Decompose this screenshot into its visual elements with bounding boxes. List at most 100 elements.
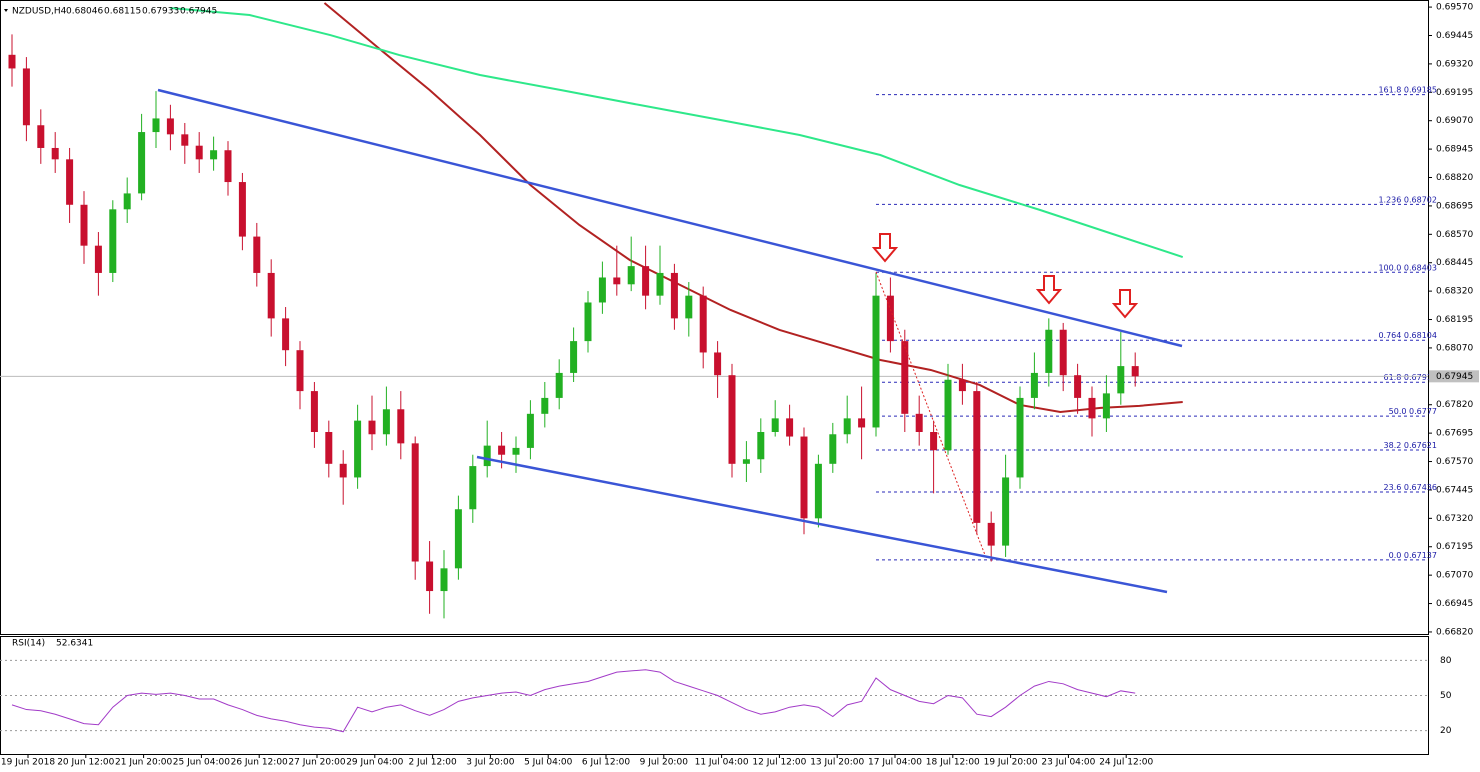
- y-tick-label: 0.69570: [1436, 3, 1473, 13]
- candle-body: [570, 341, 578, 373]
- x-tick-label: 23 Jul 04:00: [1041, 758, 1095, 768]
- fib-price: 0.67621: [1404, 440, 1437, 449]
- candle-body: [267, 272, 275, 319]
- candle-body: [483, 445, 491, 467]
- y-tick-label: 0.68070: [1436, 343, 1473, 353]
- candle-body: [138, 132, 146, 194]
- candle-body: [498, 445, 506, 455]
- candle-body: [166, 118, 174, 135]
- candle-body: [94, 245, 102, 273]
- y-tick-label: 0.69070: [1436, 116, 1473, 126]
- candle-body: [454, 509, 462, 569]
- candle-body: [354, 420, 362, 478]
- fib-anchor-line: [875, 271, 986, 556]
- x-tick-label: 12 Jul 12:00: [752, 758, 806, 768]
- fib-price: 0.68702: [1404, 195, 1437, 204]
- candle-body: [786, 418, 794, 437]
- moving-average: [323, 2, 1183, 414]
- candle-body: [80, 204, 88, 246]
- x-tick-label: 6 Jul 12:00: [582, 758, 631, 768]
- candle-body: [526, 413, 534, 448]
- y-tick-label: 0.69195: [1436, 88, 1473, 98]
- candle-body: [426, 561, 434, 592]
- candle-body: [944, 379, 952, 451]
- candle-body: [512, 447, 520, 455]
- candle-body: [253, 236, 261, 273]
- y-tick-label: 80: [1440, 656, 1452, 666]
- candle-body: [584, 302, 592, 342]
- fib-label: 50.0 0.6777: [1389, 407, 1437, 416]
- candle-body: [22, 68, 30, 126]
- y-tick-label: 0.67320: [1436, 514, 1473, 524]
- upper-trendline: [157, 88, 1183, 348]
- candle-body: [1002, 477, 1010, 546]
- candle-body: [699, 295, 707, 353]
- fib-level: 0.764: [1378, 331, 1401, 340]
- candle-body: [613, 277, 621, 285]
- symbol-title: NZDUSD,H4: [12, 7, 67, 17]
- candle-body: [843, 418, 851, 435]
- arrow-marker: [871, 233, 899, 263]
- y-tick-label: 50: [1440, 691, 1452, 701]
- y-tick-label: 0.68945: [1436, 145, 1473, 155]
- candle-body: [814, 463, 822, 519]
- fib-price: 0.67137: [1404, 550, 1437, 559]
- y-tick-label: 0.67570: [1436, 457, 1473, 467]
- fib-price: 0.67436: [1404, 482, 1437, 491]
- y-tick-label: 0.67695: [1436, 429, 1473, 439]
- candle-body: [440, 568, 448, 592]
- candle-body: [296, 350, 304, 392]
- fib-level: 100.0: [1378, 263, 1401, 272]
- candle-body: [195, 145, 203, 160]
- candle-body: [224, 150, 232, 183]
- fib-label: 61.8 0.67919: [1384, 373, 1437, 382]
- candle-body: [1088, 397, 1096, 419]
- x-tick-label: 17 Jul 04:00: [868, 758, 922, 768]
- fib-label: 0.764 0.68104: [1378, 331, 1437, 340]
- y-tick-label: 0.68320: [1436, 287, 1473, 297]
- candle-body: [541, 397, 549, 414]
- lower-trendline: [476, 455, 1168, 594]
- fib-level: 1.236: [1378, 195, 1401, 204]
- y-tick-label: 0.67445: [1436, 485, 1473, 495]
- current-price-label: 0.67945: [1436, 372, 1473, 382]
- y-tick-label: 0.67195: [1436, 542, 1473, 552]
- candle-body: [930, 431, 938, 451]
- candle-body: [742, 459, 750, 464]
- menu-triangle[interactable]: [4, 9, 8, 12]
- fib-label: 0.0 0.67137: [1389, 550, 1437, 559]
- y-tick-label: 0.68195: [1436, 315, 1473, 325]
- candle-body: [555, 372, 563, 398]
- candle-body: [800, 436, 808, 519]
- candle-body: [411, 443, 419, 562]
- y-tick-label: 0.66820: [1436, 627, 1473, 637]
- header-value: 0.68046: [66, 7, 103, 17]
- x-tick-label: 19 Jul 20:00: [984, 758, 1038, 768]
- x-tick-label: 9 Jul 20:00: [640, 758, 689, 768]
- candle-body: [1131, 366, 1139, 377]
- candle-body: [886, 295, 894, 342]
- y-tick-label: 0.69320: [1436, 59, 1473, 69]
- y-tick-label: 0.68445: [1436, 258, 1473, 268]
- candle-body: [1059, 329, 1067, 376]
- candle-body: [469, 466, 477, 510]
- candle-body: [51, 147, 59, 160]
- candle-body: [771, 418, 779, 432]
- candle-body: [1117, 366, 1125, 394]
- header-value: 0.67945: [180, 7, 217, 17]
- candle-body: [1045, 329, 1053, 373]
- candle-body: [152, 118, 160, 133]
- candle-body: [8, 54, 16, 69]
- x-tick-label: 24 Jul 12:00: [1099, 758, 1153, 768]
- candle-body: [1016, 397, 1024, 478]
- current-price-box: [1429, 370, 1479, 383]
- x-tick-label: 19 Jun 2018: [1, 758, 55, 768]
- price-panel: [0, 0, 1429, 635]
- fib-level: 161.8: [1378, 85, 1401, 94]
- y-tick-label: 20: [1440, 726, 1452, 736]
- candle-body: [829, 434, 837, 464]
- fib-label: 38.2 0.67621: [1384, 440, 1437, 449]
- arrow-marker: [1111, 289, 1139, 319]
